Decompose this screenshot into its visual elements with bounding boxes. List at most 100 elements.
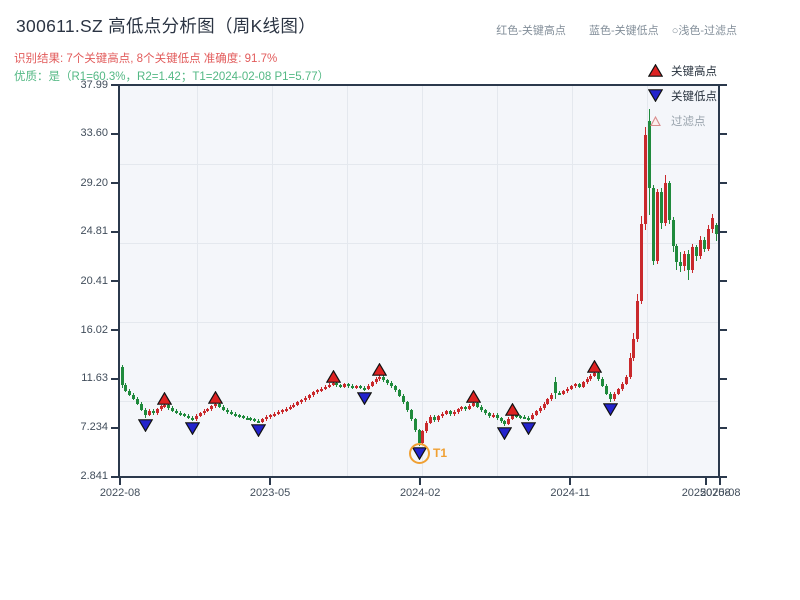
candle-down (120, 366, 124, 385)
candle-up (550, 394, 554, 400)
v-gridline (571, 86, 573, 476)
v-gridline (346, 86, 348, 476)
candle-down (417, 430, 421, 443)
candle-down (702, 239, 706, 249)
candle-up (683, 254, 687, 267)
y-axis-tick-right (720, 280, 727, 283)
candle-down (397, 390, 401, 396)
candle-down (171, 408, 175, 411)
candle-up (616, 389, 620, 394)
candle-up (327, 384, 331, 387)
candle-up (354, 386, 358, 389)
candle-up (573, 384, 577, 387)
candle-down (140, 403, 144, 410)
v-gridline (196, 86, 198, 476)
y-axis-tick-right (720, 84, 727, 86)
candle-down (143, 409, 147, 415)
candle-down (167, 404, 171, 409)
y-axis-tick-right (720, 475, 727, 478)
y-axis-tick (111, 426, 118, 429)
candle-up (319, 388, 323, 391)
candle-down (175, 410, 179, 413)
y-tick-label: 2.841 (80, 470, 108, 483)
v-gridline (271, 86, 273, 476)
candle-up (284, 408, 288, 411)
candle-up (468, 405, 472, 409)
candle-down (651, 188, 655, 261)
candle-down (226, 409, 229, 412)
candle-up (296, 402, 300, 405)
candle-down (503, 421, 507, 424)
candle-down (433, 416, 437, 421)
legend-label: 关键高点 (671, 65, 717, 78)
y-axis-tick (111, 132, 118, 135)
candle-up (655, 191, 659, 261)
candle-down (249, 418, 253, 421)
y-tick-label: 29.20 (80, 176, 108, 189)
candle-down (347, 384, 351, 387)
candle-down (390, 382, 394, 387)
chart-legend: 关键高点 关键低点 过滤点 (648, 58, 717, 133)
candle-up (437, 416, 441, 421)
candle-up (628, 357, 632, 377)
recognition-result-text: 识别结果: 7个关键高点, 8个关键低点 准确度: 91.7% (14, 53, 278, 65)
candle-up (214, 404, 218, 407)
candle-up (202, 410, 206, 414)
candle-down (128, 390, 132, 395)
candle-up (194, 415, 198, 420)
candle-down (229, 411, 233, 414)
y-axis-tick-right (720, 377, 727, 380)
candle-up (147, 410, 151, 415)
candle-down (519, 416, 523, 419)
candle-down (605, 385, 609, 394)
candle-down (179, 412, 183, 415)
x-axis-tick (419, 478, 422, 485)
candle-down (558, 392, 562, 395)
y-axis-tick-right (720, 230, 727, 233)
candle-down (218, 404, 222, 407)
candle-up (581, 382, 585, 387)
candle-up (507, 418, 511, 424)
legend-item-key-low: 关键低点 (648, 83, 717, 108)
candle-down (659, 191, 663, 223)
candle-up (315, 390, 319, 393)
candle-down (358, 386, 362, 389)
x-tick-label: 20250708 (681, 487, 731, 499)
key-high-marker (505, 402, 521, 421)
y-tick-label: 11.63 (81, 372, 108, 385)
candle-down (687, 254, 691, 270)
candle-up (472, 403, 476, 406)
candle-up (511, 414, 515, 419)
y-tick-label: 37.99 (80, 78, 108, 91)
x-tick-label: 2023-05 (249, 487, 291, 499)
candle-down (499, 418, 503, 422)
key-low-marker (520, 421, 537, 440)
candle-down (483, 410, 487, 414)
candle-up (624, 376, 628, 384)
candle-up (331, 382, 335, 385)
y-axis-tick (111, 377, 118, 380)
candle-up (323, 386, 327, 389)
candle-down (124, 384, 128, 391)
h-gridline (120, 321, 718, 323)
h-gridline (120, 164, 718, 166)
x-axis-tick (705, 478, 708, 485)
candle-down (515, 414, 519, 417)
candle-up (452, 411, 456, 415)
candle-down (601, 379, 605, 386)
candle-up (542, 403, 546, 409)
h-gridline (120, 400, 718, 402)
candle-up (698, 239, 702, 257)
candle-down (476, 403, 480, 407)
candle-down (339, 385, 343, 388)
candle-up (710, 218, 714, 229)
candle-up (210, 406, 214, 410)
key-low-marker (137, 418, 154, 437)
legend-item-key-high: 关键高点 (648, 58, 717, 83)
candle-up (288, 406, 292, 409)
candle-up (163, 404, 167, 407)
candle-up (566, 388, 569, 392)
candle-down (351, 385, 355, 388)
red-up-triangle-icon (648, 64, 663, 77)
